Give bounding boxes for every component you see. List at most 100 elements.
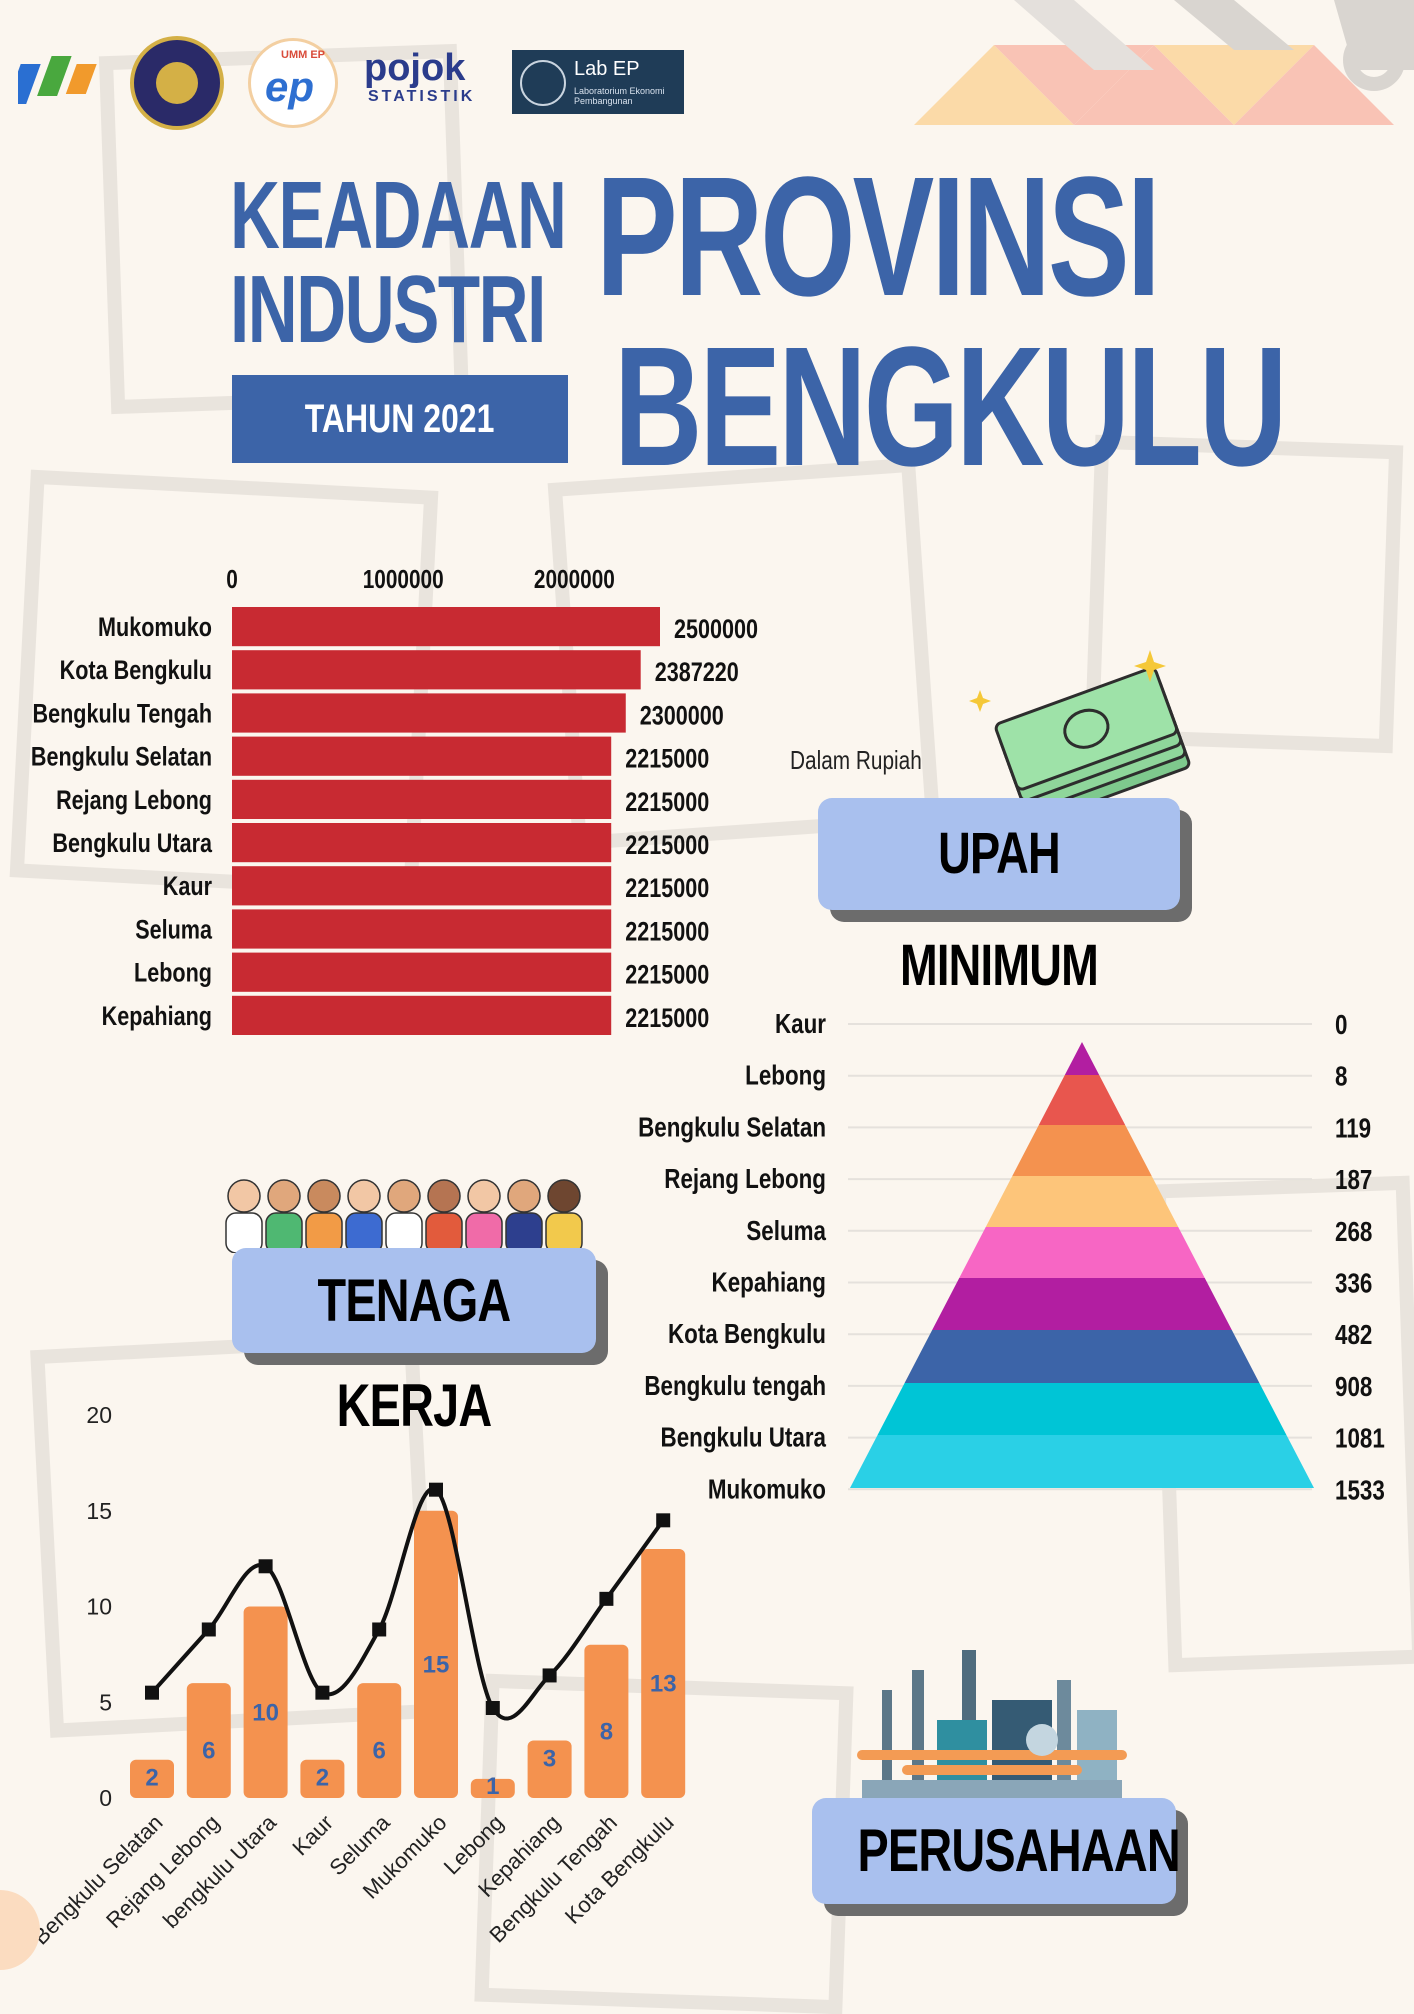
workforce-bar-value: 6 xyxy=(373,1738,386,1765)
worker-head xyxy=(427,1179,461,1213)
currency-note: Dalam Rupiah xyxy=(790,745,922,775)
ep-logo-small-text: UMM EP xyxy=(281,49,325,61)
pyramid-layer xyxy=(1064,1042,1100,1075)
wage-bar xyxy=(232,736,612,776)
pyramid-value-label: 482 xyxy=(1335,1320,1372,1351)
perusahaan-card: PERUSAHAAN xyxy=(812,1798,1181,1904)
title-line-2: INDUSTRI xyxy=(230,256,546,363)
workforce-bar xyxy=(641,1549,686,1798)
workforce-bar xyxy=(414,1510,458,1798)
pyramid-layers xyxy=(850,1042,1314,1488)
worker-head xyxy=(347,1179,381,1213)
pyramid-value-label: 8 xyxy=(1335,1061,1347,1092)
workforce-ytick: 0 xyxy=(99,1785,112,1811)
wage-value-label: 2215000 xyxy=(625,788,709,818)
worker-head xyxy=(307,1179,341,1213)
wage-axis-tick: 2000000 xyxy=(534,565,615,594)
pojok-text: pojok xyxy=(364,47,466,89)
wage-axis-tick: 1000000 xyxy=(363,565,444,594)
title-line-1: KEADAAN xyxy=(230,162,567,269)
wage-value-label: 2387220 xyxy=(655,658,739,688)
workforce-trend-line xyxy=(150,1486,665,1721)
umm-seal-logo xyxy=(130,36,224,130)
worker-figure xyxy=(465,1212,503,1253)
pyramid-labels: Kaur Lebong Bengkulu Selatan Rejang Lebong S… xyxy=(638,1009,827,1505)
workforce-bar-value: 15 xyxy=(423,1651,450,1678)
bps-logo xyxy=(18,56,97,104)
big-title-line-2: BENGKULU xyxy=(614,312,1287,502)
workforce-bar-value: 2 xyxy=(316,1765,329,1792)
worker-head xyxy=(227,1179,261,1213)
company-pyramid-chart: Kaur Lebong Bengkulu Selatan Rejang Lebong S… xyxy=(638,1009,1385,1506)
wage-bar xyxy=(232,995,612,1035)
workforce-line-marker xyxy=(599,1591,614,1606)
wage-bar xyxy=(232,607,660,647)
pyramid-category-label: Seluma xyxy=(746,1216,826,1247)
pyramid-category-label: Bengkulu Selatan xyxy=(638,1112,826,1143)
worker-figure xyxy=(265,1212,303,1253)
statistik-text: STATISTIK xyxy=(368,88,476,105)
wage-value-label: 2215000 xyxy=(625,874,709,904)
tenaga-kerja-label: TENAGA KERJA xyxy=(317,1267,512,1439)
minimum-wage-chart: 0 1000000 2000000 Mukomuko Kota Bengkulu Ben… xyxy=(31,565,758,1035)
workforce-line-marker xyxy=(258,1559,273,1574)
worker-figure xyxy=(225,1212,263,1253)
wage-value-label: 2215000 xyxy=(625,960,709,990)
pyramid-layer xyxy=(850,1435,1314,1488)
pyramid-category-label: Rejang Lebong xyxy=(664,1164,826,1195)
wage-chart-values: 2500000 2387220 2300000 2215000 2215000 22150… xyxy=(625,615,758,1034)
wage-chart-ticks: 0 1000000 2000000 xyxy=(226,565,615,594)
pyramid-category-label: Lebong xyxy=(745,1060,826,1091)
workforce-bar xyxy=(357,1683,402,1798)
wage-category-label: Lebong xyxy=(134,958,212,988)
wage-category-label: Seluma xyxy=(135,915,212,945)
workforce-ytick: 5 xyxy=(99,1689,112,1715)
workforce-yticks: 0 5 10 15 20 xyxy=(86,1402,112,1811)
worker-head xyxy=(267,1179,301,1213)
tenaga-kerja-card: TENAGA KERJA xyxy=(232,1248,596,1439)
ep-logo: UMM EP ep xyxy=(248,38,338,128)
wage-chart-bars xyxy=(232,607,660,1035)
lab-ep-title: Lab EP xyxy=(574,58,640,80)
pyramid-value-label: 0 xyxy=(1335,1010,1347,1041)
pyramid-values: 0 8 119 187 268 336 482 908 1081 1533 xyxy=(1335,1010,1385,1506)
worker-figure xyxy=(305,1212,343,1253)
workforce-line-marker xyxy=(656,1513,671,1528)
workforce-line-markers xyxy=(145,1482,671,1715)
worker-figure xyxy=(425,1212,463,1253)
pyramid-category-label: Bengkulu Utara xyxy=(661,1422,827,1453)
pyramid-value-label: 119 xyxy=(1335,1113,1371,1144)
workforce-bar xyxy=(243,1606,288,1798)
workforce-bar xyxy=(470,1778,515,1798)
pyramid-value-label: 1081 xyxy=(1335,1423,1385,1454)
wage-value-label: 2215000 xyxy=(625,1004,709,1034)
pyramid-category-label: Kaur xyxy=(775,1009,826,1040)
pyramid-layer xyxy=(932,1278,1232,1330)
pyramid-value-label: 908 xyxy=(1335,1372,1372,1403)
worker-head xyxy=(467,1179,501,1213)
wage-bar xyxy=(232,693,626,733)
pyramid-category-label: Mukomuko xyxy=(708,1474,826,1505)
wage-category-label: Kaur xyxy=(163,872,213,902)
pyramid-layer xyxy=(959,1227,1205,1278)
wage-category-label: Bengkulu Tengah xyxy=(32,699,212,729)
workers-illustration xyxy=(225,1179,583,1253)
money-icon xyxy=(969,650,1191,820)
pyramid-value-label: 1533 xyxy=(1335,1475,1385,1506)
wage-bar xyxy=(232,909,612,949)
workforce-line-marker xyxy=(372,1622,387,1637)
year-badge-text: TAHUN 2021 xyxy=(305,397,495,441)
worker-figure xyxy=(345,1212,383,1253)
corner-decoration xyxy=(914,0,1414,125)
workforce-bar xyxy=(130,1759,174,1798)
wage-bar xyxy=(232,823,612,863)
pyramid-category-label: Bengkulu tengah xyxy=(644,1371,826,1402)
worker-figure xyxy=(385,1212,423,1253)
pyramid-category-label: Kepahiang xyxy=(712,1267,826,1298)
wage-category-label: Kota Bengkulu xyxy=(60,656,212,686)
wage-bar xyxy=(232,952,612,992)
workforce-bar-value: 10 xyxy=(252,1699,279,1726)
wage-bar xyxy=(232,779,612,819)
